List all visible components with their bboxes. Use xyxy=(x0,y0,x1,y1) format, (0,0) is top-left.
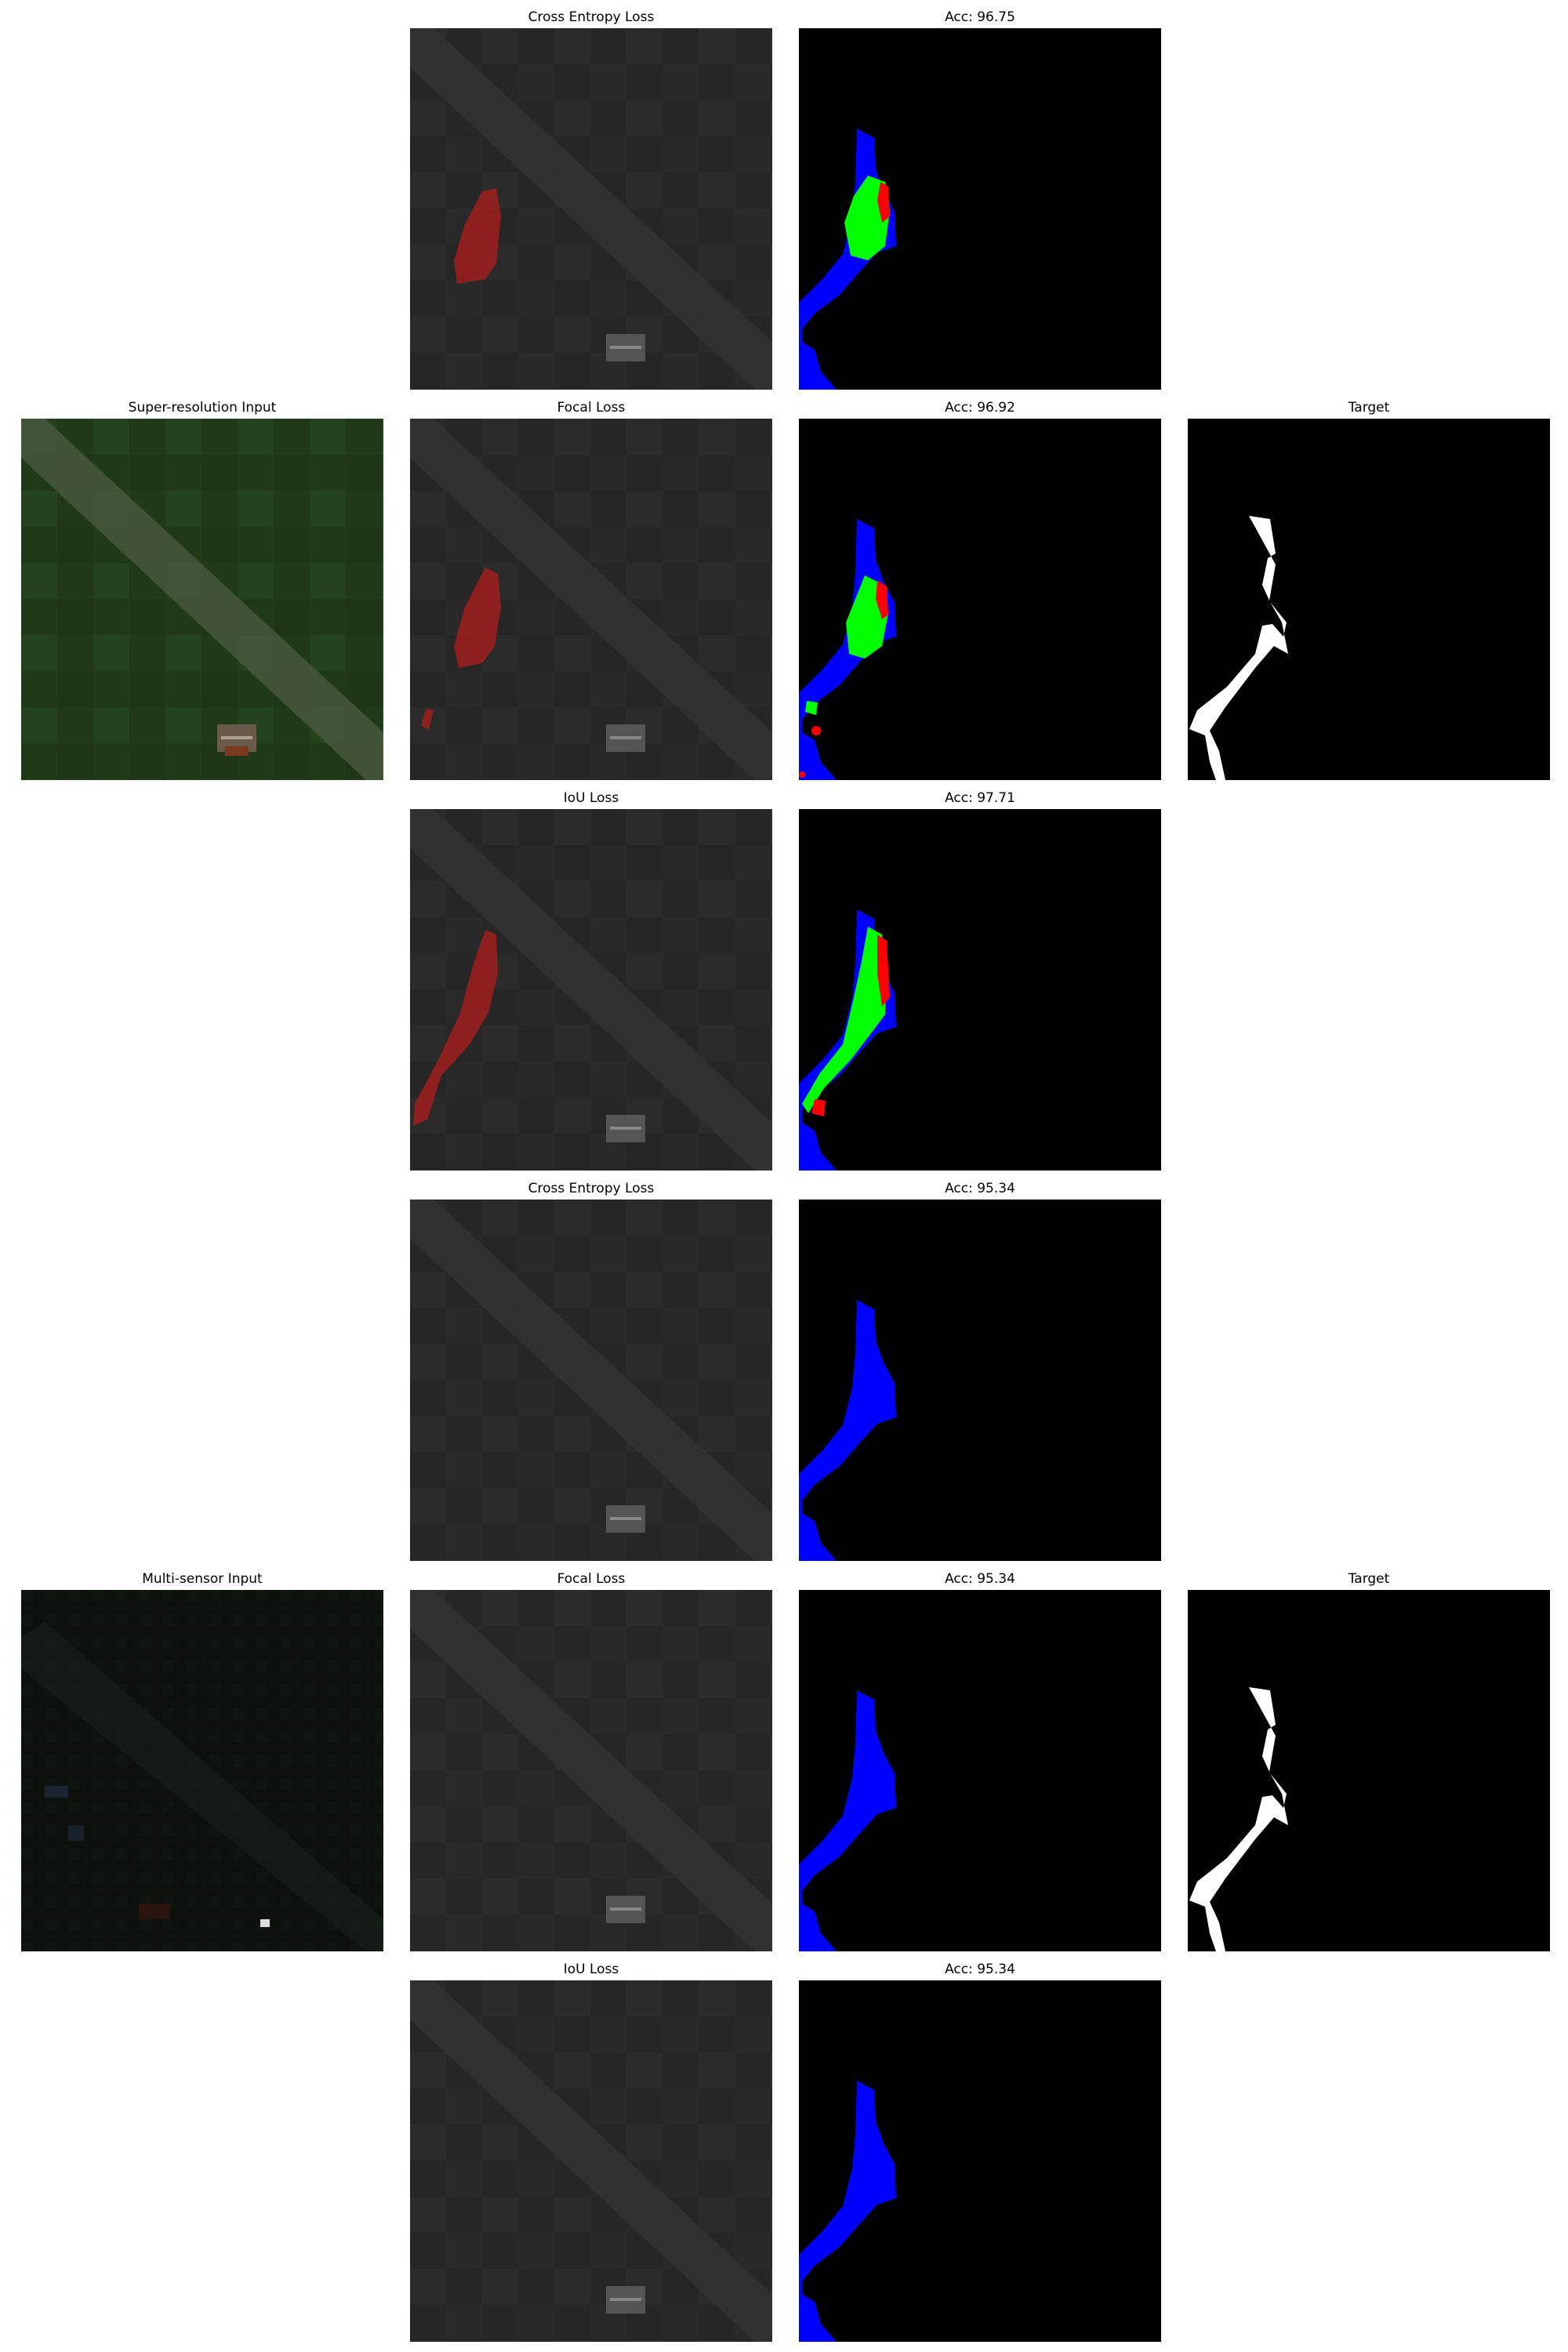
input-panel-title: Multi-sensor Input xyxy=(142,1571,263,1587)
accuracy-panel-title: Acc: 95.34 xyxy=(945,1571,1015,1587)
loss-overlay-image xyxy=(410,1590,772,1951)
accuracy-panel-title: Acc: 95.34 xyxy=(945,1181,1015,1196)
input-panel-title: Super-resolution Input xyxy=(128,400,277,416)
accuracy-map-image xyxy=(799,419,1161,780)
loss-panel-title: Cross Entropy Loss xyxy=(528,9,655,25)
accuracy-map-image xyxy=(799,1590,1161,1951)
loss-overlay-image xyxy=(410,1980,772,2342)
loss-panel-title: IoU Loss xyxy=(563,790,619,806)
loss-overlay-image xyxy=(410,809,772,1171)
loss-panel-title: Focal Loss xyxy=(557,1571,626,1587)
multi-sensor-input-image xyxy=(21,1590,383,1951)
target-mask-image xyxy=(1188,1590,1550,1951)
target-mask-image xyxy=(1188,419,1550,780)
target-panel-title: Target xyxy=(1348,400,1390,416)
accuracy-map-image xyxy=(799,809,1161,1171)
loss-panel-title: IoU Loss xyxy=(563,1962,619,1977)
accuracy-panel-title: Acc: 96.75 xyxy=(945,9,1015,25)
target-panel-title: Target xyxy=(1348,1571,1390,1587)
loss-overlay-image xyxy=(410,1200,772,1561)
accuracy-map-image xyxy=(799,1200,1161,1561)
loss-panel-title: Focal Loss xyxy=(557,400,626,416)
accuracy-map-image xyxy=(799,1980,1161,2342)
loss-panel-title: Cross Entropy Loss xyxy=(528,1181,655,1196)
accuracy-panel-title: Acc: 96.92 xyxy=(945,400,1015,416)
super-resolution-input-image xyxy=(21,419,383,780)
loss-overlay-image xyxy=(410,28,772,390)
accuracy-panel-title: Acc: 95.34 xyxy=(945,1962,1015,1977)
accuracy-map-image xyxy=(799,28,1161,390)
loss-overlay-image xyxy=(410,419,772,780)
accuracy-panel-title: Acc: 97.71 xyxy=(945,790,1015,806)
